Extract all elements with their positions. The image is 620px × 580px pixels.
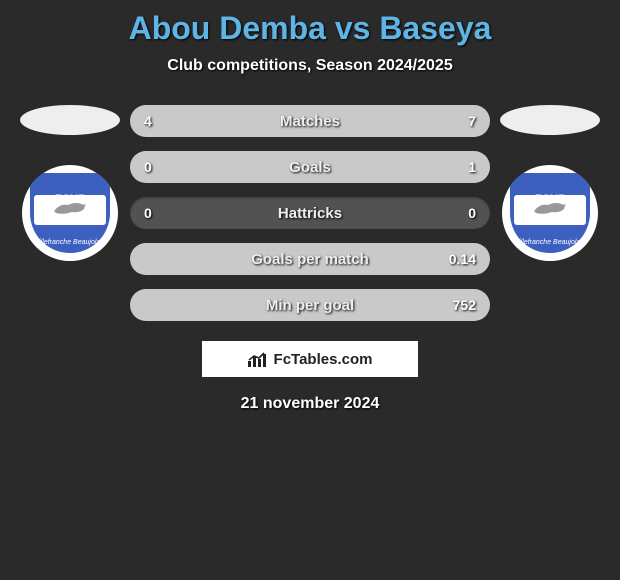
main-content-row: FCVB Villefranche Beaujolais 4Matches70G… xyxy=(0,105,620,321)
stat-label: Goals xyxy=(130,159,490,176)
stat-right-value: 752 xyxy=(453,297,476,313)
badge-club-name: Villefranche Beaujolais xyxy=(35,239,106,247)
right-flag-placeholder xyxy=(500,105,600,135)
stat-right-value: 0.14 xyxy=(449,251,476,267)
chart-icon xyxy=(248,351,268,367)
badge-club-name: Villefranche Beaujolais xyxy=(515,239,586,247)
stat-label: Min per goal xyxy=(130,297,490,314)
tiger-icon xyxy=(532,197,568,223)
page-title: Abou Demba vs Baseya xyxy=(0,10,620,47)
left-player-column: FCVB Villefranche Beaujolais xyxy=(20,105,120,261)
left-flag-placeholder xyxy=(20,105,120,135)
stat-bar-row: 0Goals1 xyxy=(130,151,490,183)
brand-footer[interactable]: FcTables.com xyxy=(202,341,418,377)
page-subtitle: Club competitions, Season 2024/2025 xyxy=(0,57,620,75)
brand-text: FcTables.com xyxy=(274,351,373,368)
comparison-card: Abou Demba vs Baseya Club competitions, … xyxy=(0,0,620,423)
stat-right-value: 1 xyxy=(468,159,476,175)
stats-bars-column: 4Matches70Goals10Hattricks0Goals per mat… xyxy=(130,105,490,321)
stat-bar-row: 4Matches7 xyxy=(130,105,490,137)
stat-label: Goals per match xyxy=(130,251,490,268)
badge-shield: FCVB Villefranche Beaujolais xyxy=(30,173,110,253)
right-player-column: FCVB Villefranche Beaujolais xyxy=(500,105,600,261)
stat-right-value: 7 xyxy=(468,113,476,129)
stat-bar-row: Goals per match0.14 xyxy=(130,243,490,275)
right-club-badge: FCVB Villefranche Beaujolais xyxy=(502,165,598,261)
date-text: 21 november 2024 xyxy=(0,395,620,413)
stat-label: Matches xyxy=(130,113,490,130)
badge-shield: FCVB Villefranche Beaujolais xyxy=(510,173,590,253)
stat-label: Hattricks xyxy=(130,205,490,222)
stat-bar-row: 0Hattricks0 xyxy=(130,197,490,229)
stat-bar-row: Min per goal752 xyxy=(130,289,490,321)
tiger-icon xyxy=(52,197,88,223)
stat-right-value: 0 xyxy=(468,205,476,221)
left-club-badge: FCVB Villefranche Beaujolais xyxy=(22,165,118,261)
